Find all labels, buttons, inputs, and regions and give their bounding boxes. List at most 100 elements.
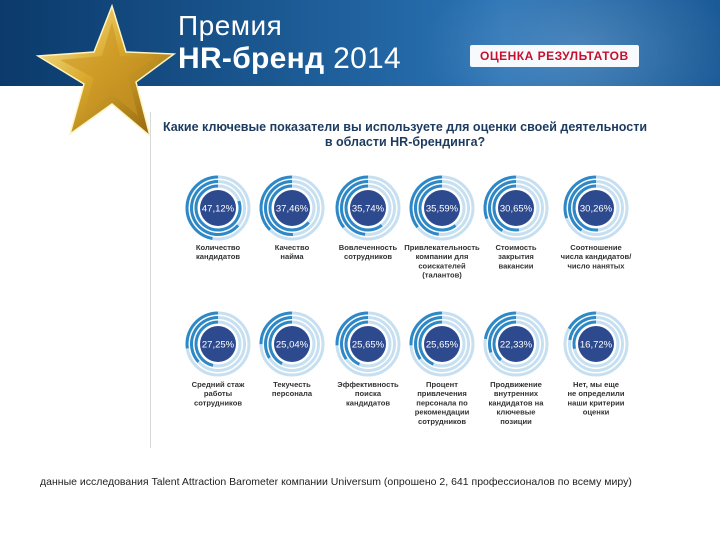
value-label: 25,65% <box>426 340 459 351</box>
ring-value-arc <box>340 316 369 360</box>
ring-value-arc <box>572 320 597 350</box>
ring-value-arc <box>194 320 219 367</box>
value-label: 25,65% <box>352 340 385 351</box>
ring-value-arc <box>483 175 517 220</box>
ring-value-arc <box>185 311 219 349</box>
section-title: ОЦЕНКА РЕЗУЛЬТАТОВ <box>470 45 639 67</box>
category-label: найма <box>280 252 304 261</box>
category-label: персонала по <box>416 398 468 407</box>
value-disc <box>200 326 236 362</box>
ring-value-arc <box>268 184 310 232</box>
category-label: кандидатов <box>196 252 240 261</box>
ring-value-arc <box>264 180 294 236</box>
ring-value-arc <box>414 316 443 360</box>
category-label: сотрудников <box>194 398 242 407</box>
brand-year: 2014 <box>333 42 402 75</box>
ring-value-arc <box>409 311 443 346</box>
category-label: компании для <box>416 252 469 261</box>
ring-value-arc <box>259 175 293 231</box>
ring-value-arc <box>344 320 369 366</box>
value-disc <box>578 326 614 362</box>
ring-value-arc <box>335 311 369 346</box>
category-label: Нет, мы еще <box>573 380 619 389</box>
star-award-logo <box>35 4 177 139</box>
value-label: 37,46% <box>276 204 309 215</box>
value-label: 30,26% <box>580 204 613 215</box>
value-disc <box>424 190 460 226</box>
category-label: внутренних <box>494 389 539 398</box>
category-label: Привлекательность <box>404 243 480 252</box>
category-label: сотрудников <box>344 252 392 261</box>
ring-value-arc <box>190 316 219 363</box>
value-disc <box>498 190 534 226</box>
ring-value-arc <box>340 180 369 236</box>
category-label: привлечения <box>417 389 467 398</box>
category-label: оценки <box>583 408 610 417</box>
ring-value-arc <box>185 175 219 240</box>
category-label: (талантов) <box>422 271 462 280</box>
category-label: Процент <box>426 380 458 389</box>
value-disc <box>424 326 460 362</box>
ring-value-arc <box>418 184 457 232</box>
ring-value-arc <box>483 311 517 340</box>
category-label: персонала <box>272 389 313 398</box>
category-label: число нанятых <box>567 261 625 270</box>
value-label: 35,74% <box>352 204 385 215</box>
value-disc <box>350 326 386 362</box>
value-disc <box>274 190 310 226</box>
ring-value-arc <box>567 311 597 330</box>
category-label: Эффективность <box>337 380 399 389</box>
ring-value-arc <box>344 184 383 232</box>
category-label: Стоимость <box>495 243 536 252</box>
value-disc <box>578 190 614 226</box>
value-disc <box>274 326 310 362</box>
category-label: Текучесть <box>273 380 311 389</box>
ring-value-arc <box>492 320 517 362</box>
category-label: Продвижение <box>490 380 542 389</box>
category-label: кандидатов на <box>489 398 545 407</box>
category-label: работы <box>204 389 232 398</box>
brand-hr: HR-бренд <box>178 42 325 75</box>
value-disc <box>200 190 236 226</box>
category-label: Количество <box>196 243 241 252</box>
ring-value-arc <box>264 316 293 359</box>
ring-value-arc <box>572 184 599 232</box>
category-label: закрытия <box>498 252 534 261</box>
ring-value-arc <box>414 180 443 236</box>
ring-value-arc <box>568 316 597 341</box>
category-label: Соотношение <box>570 243 622 252</box>
category-label: поиска <box>355 389 382 398</box>
category-label: Вовлеченность <box>339 243 398 252</box>
value-label: 30,65% <box>500 204 533 215</box>
value-label: 16,72% <box>580 340 613 351</box>
category-label: ключевые <box>497 408 536 417</box>
value-disc <box>350 190 386 226</box>
category-label: Качество <box>275 243 310 252</box>
value-label: 22,33% <box>500 340 533 351</box>
footnote: данные исследования Talent Attraction Ba… <box>40 476 632 488</box>
category-label: кандидатов <box>346 398 390 407</box>
ring-value-arc <box>568 180 597 232</box>
value-label: 35,59% <box>426 204 459 215</box>
ring-value-arc <box>190 180 240 236</box>
header-glow <box>420 0 720 86</box>
category-label: сотрудников <box>418 417 466 426</box>
ring-value-arc <box>409 175 443 229</box>
chart-title: Какие ключевые показатели вы используете… <box>162 120 648 149</box>
ring-value-arc <box>418 320 443 366</box>
ring-value-arc <box>335 175 369 229</box>
ring-value-arc <box>259 311 293 345</box>
ring-value-arc <box>492 184 520 232</box>
category-label: позиции <box>500 417 532 426</box>
ring-value-arc <box>563 175 597 219</box>
category-label: наши критерии <box>568 398 625 407</box>
value-disc <box>498 326 534 362</box>
value-label: 27,25% <box>202 340 235 351</box>
value-label: 47,12% <box>202 204 235 215</box>
category-label: рекомендации <box>415 408 470 417</box>
category-label: Средний стаж <box>192 380 245 389</box>
brand-title-line2: HR-бренд 2014 <box>178 42 401 76</box>
category-label: соискателей <box>418 261 466 270</box>
ring-value-arc <box>268 320 293 365</box>
